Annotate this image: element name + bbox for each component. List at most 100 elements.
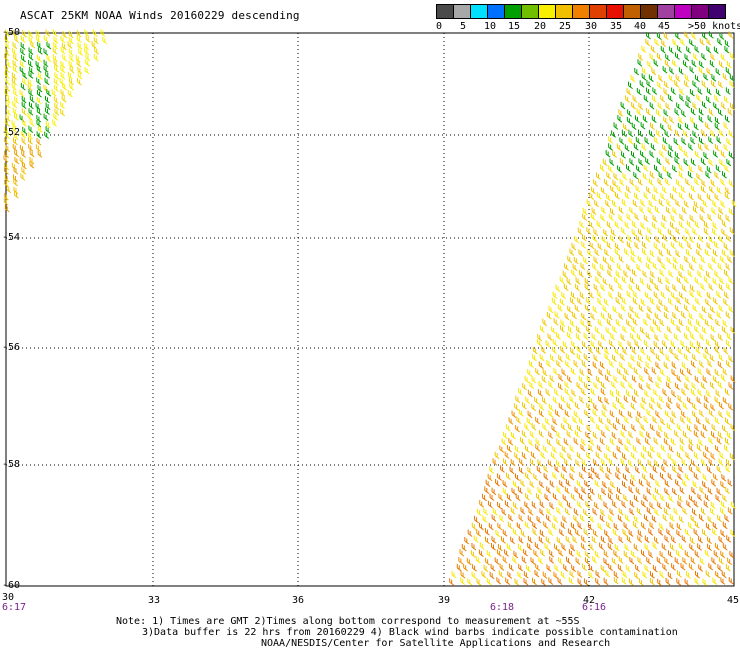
wind-barb [504,451,510,459]
wind-barb [566,402,572,410]
wind-barb [502,556,508,564]
wind-barb [633,367,639,375]
wind-barb [712,277,718,286]
wind-barb [472,564,477,572]
wind-barb [572,263,578,271]
wind-barb [597,522,603,531]
wind-barb [593,403,599,411]
wind-barb [569,570,575,578]
wind-barb [634,339,640,348]
wind-barb [637,255,643,263]
wind-barb [675,227,681,235]
wind-barb [645,38,651,47]
wind-barb [628,312,634,320]
legend-swatch [556,5,573,18]
wind-barb [672,284,678,292]
wind-barb [456,563,462,572]
wind-barb [69,54,75,63]
wind-barb [717,514,722,523]
wind-barb [520,507,526,515]
wind-barb [688,563,694,571]
wind-barb [691,185,696,193]
wind-barb [618,535,624,544]
wind-barb [651,221,657,230]
wind-barb [571,340,577,349]
wind-barb [608,458,614,466]
wind-barb [614,248,620,256]
wind-barb [608,536,614,545]
wind-barb [618,214,624,222]
wind-barb [610,235,615,243]
wind-barb [703,451,709,460]
wind-barb [723,242,729,251]
wind-barb [681,137,687,145]
wind-barb [620,101,626,110]
wind-barb [696,465,702,473]
wind-barb [12,144,18,152]
wind-barb [4,126,10,134]
wind-barb [562,494,568,502]
wind-barb [585,550,591,559]
wind-barb [703,227,709,236]
wind-barb [624,221,630,229]
wind-barb [685,228,691,236]
wind-barb [3,167,9,175]
wind-barb [625,389,631,398]
wind-barb [678,494,683,503]
wind-barb [653,186,659,194]
wind-barb [478,549,484,557]
wind-barb [545,388,551,397]
wind-barb [661,39,667,47]
wind-barb [687,269,693,278]
wind-barb [679,241,684,249]
wind-barb [693,528,699,536]
wind-barb [543,445,548,453]
wind-barb [648,200,654,208]
wind-barb [664,129,670,138]
wind-barb [514,578,520,586]
wind-barb [565,353,571,361]
wind-barb [13,179,19,187]
wind-barb [625,164,631,172]
wind-barb [6,60,11,68]
wind-barb [597,444,603,453]
wind-barb [617,368,622,376]
wind-barb [12,107,18,116]
wind-barb [728,207,734,216]
wind-barb [537,333,543,342]
wind-barb [693,206,698,214]
wind-barb [599,263,605,272]
wind-barb [560,521,566,530]
wind-barb [11,120,17,128]
wind-barb [581,234,587,242]
wind-barb [612,325,618,334]
wind-barb [495,529,501,538]
wind-barb [533,473,539,481]
wind-barb [560,325,565,333]
wind-barb [723,143,729,152]
wind-barb [688,494,694,503]
wind-barb [568,577,574,585]
wind-barb [36,120,42,128]
wind-barb [11,83,17,91]
wind-barb [602,277,608,286]
wind-barb [694,178,700,186]
wind-barb [715,389,721,398]
wind-barb [727,108,733,116]
wind-barb [600,388,606,396]
wind-barb [36,77,42,85]
wind-barb [628,430,634,439]
wind-barb [568,423,573,432]
wind-barb [669,543,675,551]
wind-barb [609,360,615,368]
wind-barb [703,402,709,410]
wind-barb [502,480,508,488]
wind-barb [729,74,735,82]
wind-barb [672,207,678,215]
wind-barb [61,42,67,51]
wind-barb [687,242,693,250]
wind-barb [94,47,99,55]
wind-barb [724,164,730,173]
wind-barb [669,221,675,230]
wind-barb [527,487,533,495]
